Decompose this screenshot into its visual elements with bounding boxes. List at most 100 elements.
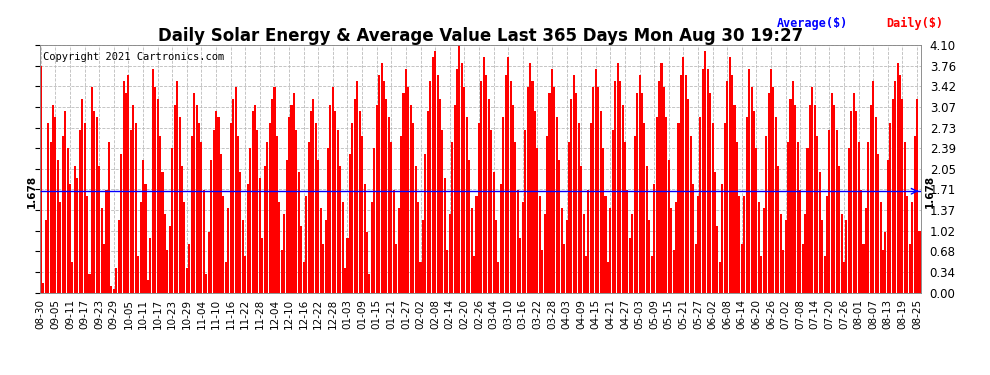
Bar <box>570 99 572 292</box>
Bar <box>393 190 395 292</box>
Bar <box>512 105 514 292</box>
Bar <box>232 99 235 292</box>
Bar <box>675 202 677 292</box>
Bar <box>66 148 68 292</box>
Bar <box>867 142 869 292</box>
Bar <box>685 75 687 292</box>
Bar <box>43 284 45 292</box>
Bar <box>51 105 54 292</box>
Bar <box>106 190 108 292</box>
Bar <box>303 262 305 292</box>
Bar <box>704 51 706 292</box>
Bar <box>824 256 826 292</box>
Bar <box>902 99 904 292</box>
Bar <box>665 117 667 292</box>
Bar <box>821 220 823 292</box>
Bar <box>660 63 662 292</box>
Bar <box>717 226 719 292</box>
Bar <box>539 196 541 292</box>
Bar <box>553 87 555 292</box>
Bar <box>729 57 731 292</box>
Bar <box>410 105 412 292</box>
Bar <box>227 208 230 292</box>
Bar <box>345 268 346 292</box>
Bar <box>534 111 536 292</box>
Bar <box>757 202 760 292</box>
Bar <box>407 87 410 292</box>
Bar <box>748 69 750 292</box>
Bar <box>690 135 692 292</box>
Bar <box>263 166 265 292</box>
Bar <box>223 196 225 292</box>
Bar <box>899 75 901 292</box>
Bar <box>546 135 548 292</box>
Bar <box>230 123 232 292</box>
Bar <box>123 81 125 292</box>
Bar <box>850 111 852 292</box>
Bar <box>135 123 137 292</box>
Title: Daily Solar Energy & Average Value Last 365 Days Mon Aug 30 19:27: Daily Solar Energy & Average Value Last … <box>157 27 803 45</box>
Bar <box>879 202 881 292</box>
Bar <box>81 99 83 292</box>
Bar <box>734 105 736 292</box>
Bar <box>653 184 655 292</box>
Bar <box>892 99 894 292</box>
Bar <box>290 105 293 292</box>
Bar <box>247 184 248 292</box>
Bar <box>709 93 711 292</box>
Bar <box>461 63 463 292</box>
Bar <box>56 160 58 292</box>
Bar <box>695 244 697 292</box>
Bar <box>785 220 787 292</box>
Bar <box>597 87 599 292</box>
Bar <box>375 105 378 292</box>
Bar <box>897 63 899 292</box>
Bar <box>40 66 42 292</box>
Bar <box>281 250 283 292</box>
Bar <box>346 238 348 292</box>
Bar <box>731 75 734 292</box>
Bar <box>390 142 392 292</box>
Bar <box>877 154 879 292</box>
Bar <box>600 111 602 292</box>
Bar <box>502 117 504 292</box>
Bar <box>235 87 237 292</box>
Bar <box>103 244 105 292</box>
Bar <box>916 99 918 292</box>
Bar <box>542 250 544 292</box>
Bar <box>797 142 799 292</box>
Bar <box>629 238 631 292</box>
Bar <box>361 135 363 292</box>
Bar <box>775 117 777 292</box>
Bar <box>203 190 205 292</box>
Bar <box>147 280 148 292</box>
Bar <box>313 99 315 292</box>
Bar <box>819 172 821 292</box>
Bar <box>485 75 487 292</box>
Bar <box>448 214 450 292</box>
Bar <box>98 166 100 292</box>
Bar <box>337 129 339 292</box>
Bar <box>762 208 764 292</box>
Bar <box>308 142 310 292</box>
Bar <box>168 226 171 292</box>
Bar <box>667 160 670 292</box>
Bar <box>697 196 699 292</box>
Bar <box>261 238 263 292</box>
Bar <box>86 196 88 292</box>
Bar <box>743 196 745 292</box>
Bar <box>874 117 877 292</box>
Bar <box>692 184 694 292</box>
Bar <box>814 105 816 292</box>
Bar <box>712 123 714 292</box>
Text: Daily($): Daily($) <box>886 17 943 30</box>
Bar <box>812 87 814 292</box>
Bar <box>385 99 387 292</box>
Bar <box>580 166 582 292</box>
Bar <box>911 202 913 292</box>
Bar <box>310 111 312 292</box>
Bar <box>335 111 337 292</box>
Text: Average($): Average($) <box>777 17 848 30</box>
Bar <box>592 87 594 292</box>
Bar <box>210 160 212 292</box>
